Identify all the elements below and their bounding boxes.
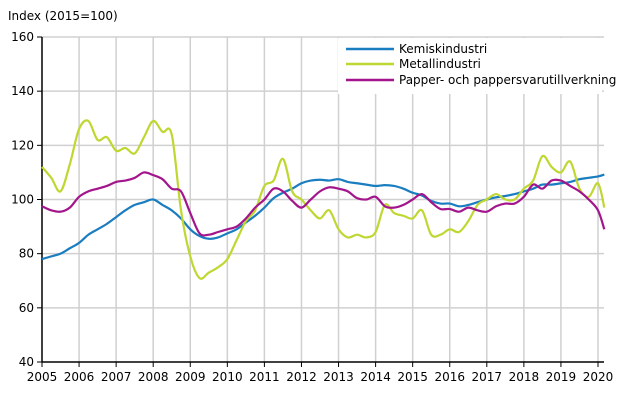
legend-label: Papper- och pappersvarutillverkning <box>399 73 616 87</box>
x-tick-label: 2019 <box>546 370 577 384</box>
legend: Kemiskindustri Metallindustri Papper- oc… <box>338 38 616 94</box>
axes: 40 60 80 100 120 140 160 2005 2006 2007 2008 2009 20… <box>11 30 613 384</box>
legend-background <box>338 38 602 94</box>
legend-item-papper: Papper- och pappersvarutillverkning <box>346 73 616 87</box>
x-tick-label: 2008 <box>138 370 169 384</box>
x-tick-label: 2018 <box>509 370 540 384</box>
x-tick-label: 2011 <box>249 370 280 384</box>
legend-item-metallindustri: Metallindustri <box>346 57 481 71</box>
series-line-metallindustri <box>41 119 606 280</box>
x-tick-label: 2013 <box>323 370 354 384</box>
y-tick-label: 120 <box>11 138 34 152</box>
x-tick-label: 2017 <box>472 370 503 384</box>
y-tick-label: 140 <box>11 84 34 98</box>
series-line-kemiskindustri <box>41 173 605 261</box>
y-tick-label: 160 <box>11 30 34 44</box>
x-tick-label: 2012 <box>286 370 317 384</box>
x-tick-label: 2015 <box>397 370 428 384</box>
x-tick-label: 2005 <box>27 370 58 384</box>
x-tick-label: 2007 <box>101 370 132 384</box>
series-lines <box>41 119 606 280</box>
x-tick-label: 2006 <box>64 370 95 384</box>
legend-label: Kemiskindustri <box>399 42 487 56</box>
legend-label: Metallindustri <box>399 57 481 71</box>
y-tick-label: 100 <box>11 193 34 207</box>
x-tick-label: 2014 <box>360 370 391 384</box>
y-axis-title: Index (2015=100) <box>8 9 118 23</box>
x-tick-label: 2009 <box>175 370 206 384</box>
legend-item-kemiskindustri: Kemiskindustri <box>346 42 487 56</box>
y-tick-label: 80 <box>19 247 34 261</box>
series-line-papper- <box>41 171 606 237</box>
x-tick-label: 2016 <box>434 370 465 384</box>
x-tick-label: 2020 <box>583 370 614 384</box>
x-tick-label: 2010 <box>212 370 243 384</box>
y-tick-label: 40 <box>19 355 34 369</box>
y-tick-label: 60 <box>19 301 34 315</box>
